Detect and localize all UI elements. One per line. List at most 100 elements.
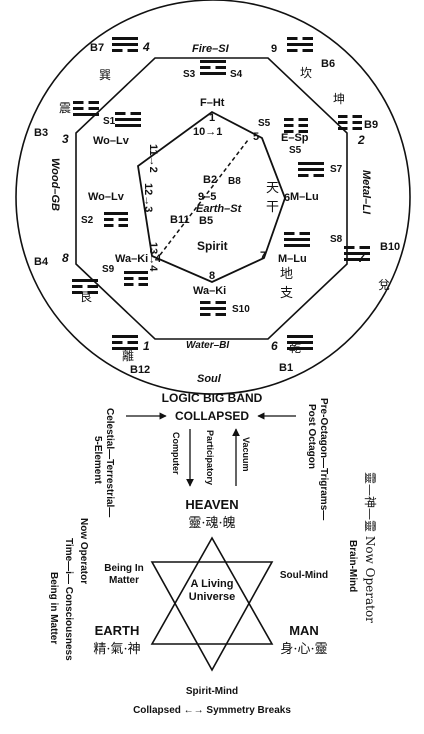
vertex-1: 1 bbox=[209, 112, 215, 124]
trigram-line-broken bbox=[200, 66, 211, 69]
trigram-line-broken bbox=[200, 313, 211, 316]
being-in-label: Being In bbox=[104, 563, 143, 574]
trigram-label-b7: B7 bbox=[90, 42, 104, 54]
trigram-line bbox=[124, 271, 148, 274]
trigram-line-broken bbox=[284, 118, 294, 121]
downward-triangle bbox=[150, 561, 274, 672]
trigram-line-broken bbox=[302, 49, 313, 52]
trigram-line-broken bbox=[352, 115, 362, 118]
spirit-label: Spirit bbox=[197, 239, 228, 253]
trigram-line-broken bbox=[313, 174, 324, 177]
trigram-line-broken bbox=[73, 101, 84, 104]
participatory-label: Participatory bbox=[205, 430, 215, 485]
trigram-s2-icon bbox=[104, 212, 128, 227]
trigram-line-broken bbox=[138, 277, 148, 280]
trigram-line-broken bbox=[284, 124, 294, 127]
nine-five-label: 9–5 bbox=[198, 191, 216, 203]
upward-triangle bbox=[150, 536, 274, 645]
trigram-line-broken bbox=[138, 283, 148, 286]
trigram-line-broken bbox=[104, 224, 114, 227]
trigram-line bbox=[112, 347, 138, 350]
trigram-line bbox=[344, 252, 370, 255]
char-gen: 艮 bbox=[80, 290, 92, 304]
s5-right-label: S5 bbox=[289, 145, 302, 156]
b8-label: B8 bbox=[228, 176, 241, 187]
trigram-line-broken bbox=[124, 283, 134, 286]
vertex-7: 7 bbox=[260, 250, 266, 262]
trigram-line bbox=[284, 238, 310, 241]
computer-label: Computer bbox=[171, 432, 181, 475]
trigram-label-b10: B10 bbox=[380, 241, 400, 253]
trigram-line-broken bbox=[215, 66, 226, 69]
char-zhen: 震 bbox=[59, 101, 71, 115]
vertex-4: 4 bbox=[155, 253, 162, 265]
metal-lung-bottom-label: M–Lu bbox=[278, 253, 307, 265]
outer-octagon bbox=[75, 57, 348, 340]
char-li: 離 bbox=[122, 349, 134, 363]
man-chinese: 身·心·靈 bbox=[280, 641, 327, 657]
b2-label: B2 bbox=[203, 174, 217, 186]
trigram-s3-s4-icon bbox=[200, 60, 226, 75]
char-tian: 天 bbox=[266, 181, 279, 196]
trigram-s5-icon bbox=[284, 118, 308, 133]
trigram-line-broken bbox=[87, 285, 98, 288]
trigram-b7-icon bbox=[112, 37, 138, 52]
earth-st-label: Earth–St bbox=[196, 203, 243, 215]
trigram-line-broken bbox=[352, 127, 362, 130]
matter-label: Matter bbox=[109, 575, 139, 586]
trigram-line bbox=[298, 162, 324, 165]
post-octagon-text: Post Octagon bbox=[306, 404, 317, 469]
number-3: 3 bbox=[62, 132, 69, 146]
trigram-line bbox=[112, 43, 138, 46]
trigram-line-broken bbox=[298, 130, 308, 133]
trigram-line-broken bbox=[284, 232, 295, 235]
trigram-line bbox=[287, 335, 313, 338]
trigram-label-b6: B6 bbox=[321, 58, 335, 70]
trigram-line-broken bbox=[287, 49, 298, 52]
transition-12-3: 12→3 bbox=[142, 183, 154, 212]
trigram-s8-icon bbox=[284, 232, 310, 247]
number-2: 2 bbox=[357, 133, 365, 147]
trigram-line-broken bbox=[124, 277, 134, 280]
earth-spleen-label: E–Sp bbox=[281, 132, 309, 144]
trigram-s1-icon bbox=[115, 112, 141, 127]
trigram-line bbox=[200, 72, 226, 75]
spirit-mind-label: Spirit-Mind bbox=[186, 686, 238, 697]
trigram-line bbox=[115, 118, 141, 121]
vertex-8: 8 bbox=[209, 270, 215, 282]
trigram-b10-icon bbox=[344, 246, 370, 261]
metal-lung-top-label: M–Lu bbox=[290, 191, 319, 203]
s10-label: S10 bbox=[232, 304, 250, 315]
trigram-line-broken bbox=[88, 107, 99, 110]
s2-label: S2 bbox=[81, 215, 94, 226]
char-kun: 坤 bbox=[333, 91, 345, 106]
trigram-line-broken bbox=[118, 218, 128, 221]
trigram-line-broken bbox=[104, 218, 114, 221]
heaven-title: HEAVEN bbox=[185, 497, 238, 512]
celestial-terrestrial-text: Celestial—Terrestrial— bbox=[104, 408, 115, 517]
trigram-line-broken bbox=[72, 291, 83, 294]
char-zhi: 支 bbox=[280, 286, 293, 301]
earth-chinese: 精·氣·神 bbox=[93, 642, 140, 657]
trigram-line bbox=[112, 335, 138, 338]
trigram-line-broken bbox=[115, 112, 126, 115]
trigram-line-broken bbox=[344, 246, 355, 249]
soul-mind-label: Soul-Mind bbox=[280, 570, 328, 581]
trigram-line-broken bbox=[352, 121, 362, 124]
water-kidney-left-label: Wa–Ki bbox=[115, 253, 148, 265]
trigram-line-broken bbox=[338, 121, 348, 124]
logic-big-band-title: LOGIC BIG BAND bbox=[162, 391, 263, 405]
char-xun: 巽 bbox=[99, 68, 111, 82]
wood-liver-mid-label: Wo–Lv bbox=[88, 191, 125, 203]
trigram-line-broken bbox=[72, 285, 83, 288]
fire-heart-label: F–Ht bbox=[200, 97, 225, 109]
time-consciousness-text: Time—i— Consciousness bbox=[63, 538, 74, 661]
trigram-line-broken bbox=[299, 232, 310, 235]
char-kan: 坎 bbox=[300, 66, 312, 80]
trigram-line-broken bbox=[287, 37, 298, 40]
trigram-b12-icon bbox=[112, 335, 138, 350]
number-6: 6 bbox=[271, 339, 278, 353]
a-living-label: A Living bbox=[191, 578, 234, 590]
trigram-label-b9: B9 bbox=[364, 119, 378, 131]
trigram-line bbox=[112, 37, 138, 40]
